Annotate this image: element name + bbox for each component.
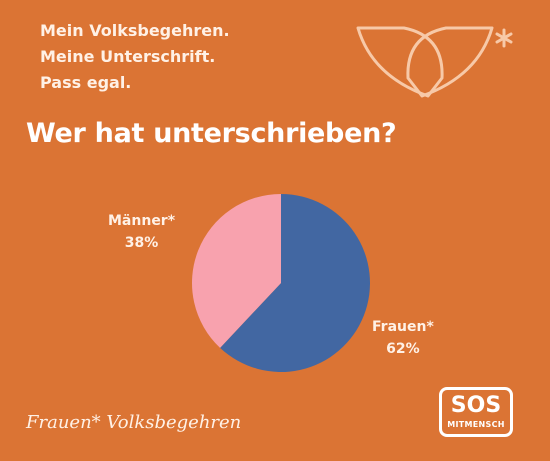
intro-line-1: Mein Volksbegehren.	[40, 21, 230, 40]
pie-label-frauen: Frauen* 62%	[372, 316, 434, 360]
asterisk-icon	[495, 28, 513, 48]
sos-mitmensch-logo: SOS MITMENSCH	[439, 387, 513, 437]
pie-value-frauen: 62%	[386, 341, 420, 357]
sos-logo-text: SOS	[450, 393, 502, 418]
page-title: Wer hat unterschrieben?	[26, 118, 397, 149]
heart-logo-icon	[356, 26, 513, 98]
pie-category-frauen: Frauen*	[372, 319, 434, 335]
brand-logo-text: Frauen* Volksbegehren	[26, 412, 242, 433]
intro-text: Mein Volksbegehren. Meine Unterschrift. …	[40, 18, 230, 96]
pie-label-maenner: Männer* 38%	[108, 210, 175, 254]
intro-line-2: Meine Unterschrift.	[40, 47, 216, 66]
intro-line-3: Pass egal.	[40, 73, 132, 92]
pie-category-maenner: Männer*	[108, 213, 176, 229]
pie-value-maenner: 38%	[124, 235, 159, 251]
pie-slice-frauen	[220, 194, 370, 372]
sos-logo-subtext: MITMENSCH	[447, 420, 505, 429]
pie-slice-maenner	[192, 194, 281, 348]
